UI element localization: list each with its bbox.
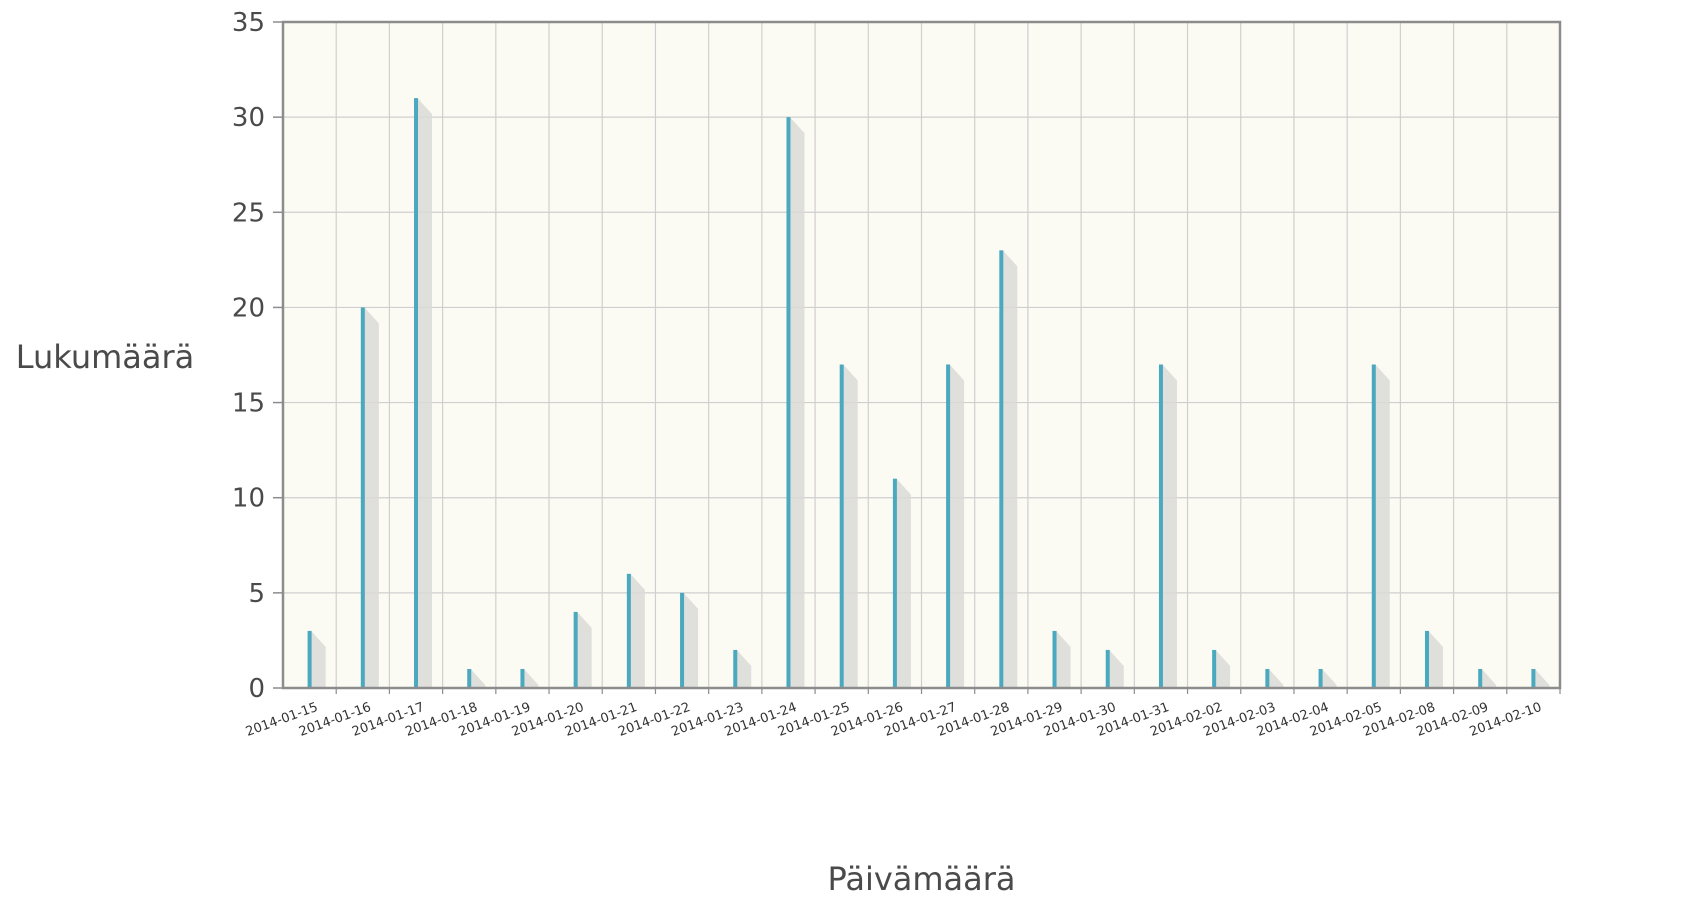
bar-shadow [1481,668,1497,688]
bar [360,307,365,688]
bar [786,117,791,688]
bar-shadow [1268,668,1284,688]
bar-shadow [523,668,539,688]
bar [573,611,578,688]
bar [892,478,897,688]
bar-shadow [1428,630,1443,688]
bars [307,98,1536,689]
bar [1424,630,1429,688]
bar-shadow [1162,364,1177,688]
bar-shadow [1322,668,1337,688]
bar-shadow [311,630,326,688]
bar-shadow [1215,649,1231,688]
bar [999,250,1004,689]
bar [946,364,951,688]
bar-shadow [843,364,858,688]
bar [520,668,525,688]
y-axis-ticks: 0 5 10 15 20 25 30 35 [232,8,283,704]
bar [1531,668,1536,688]
bar-shadow [417,98,433,689]
bar [1478,668,1483,688]
bar-shadow [1534,668,1550,688]
bar-shadow [1002,250,1018,689]
bar-shadow [577,611,592,688]
bar [680,592,685,688]
bar [626,573,631,688]
bar-shadow [683,592,699,688]
y-tick-label: 15 [232,389,265,419]
bar-shadow [896,478,911,688]
bar [733,649,738,688]
bar [1105,649,1110,688]
bar [1052,630,1057,688]
bar [1265,668,1270,688]
y-tick-label: 20 [232,293,265,323]
y-tick-label: 0 [248,674,265,704]
bar [1158,364,1163,688]
bar [839,364,844,688]
bar-shadow [736,649,752,688]
bar-shadow [470,668,486,688]
bar [467,668,472,688]
y-tick-label: 5 [248,579,265,609]
y-tick-label: 10 [232,484,265,514]
x-axis-ticks: 2014-01-152014-01-162014-01-172014-01-18… [244,688,1561,740]
bar [1212,649,1217,688]
bar [1318,668,1323,688]
y-axis-title: Lukumäärä [16,338,195,376]
bar-shadow [1109,649,1124,688]
bar-shadow [789,117,805,688]
bar-shadow [1056,630,1071,688]
y-tick-label: 25 [232,198,265,228]
x-axis-title: Päivämäärä [827,860,1015,898]
bar [414,98,419,689]
y-tick-label: 30 [232,103,265,133]
bar-shadows [311,98,1550,689]
bar-shadow [949,364,965,688]
bar-shadow [1375,364,1390,688]
bar-shadow [364,307,379,688]
bar [307,630,312,688]
y-tick-label: 35 [232,8,265,38]
bar [1371,364,1376,688]
bar-shadow [630,573,645,688]
